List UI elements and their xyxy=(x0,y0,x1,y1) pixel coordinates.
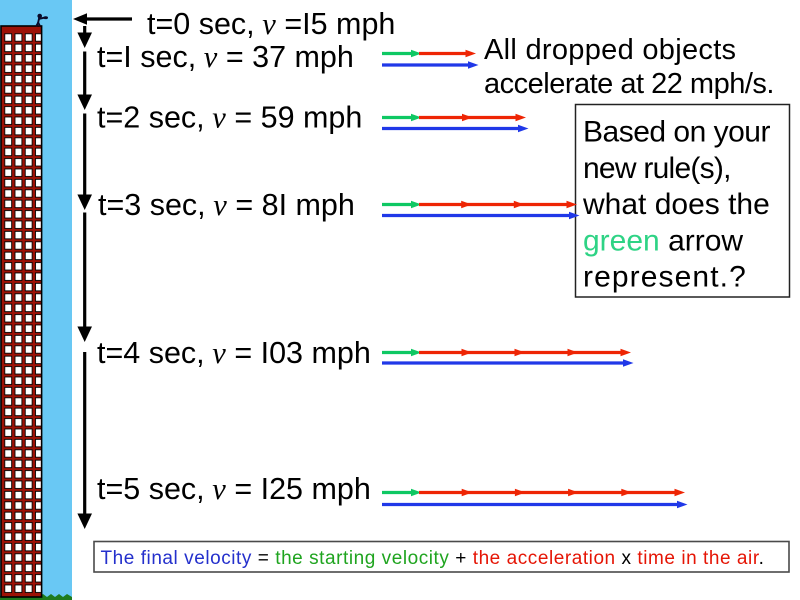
svg-text:represent.?: represent.? xyxy=(583,261,747,294)
svg-text:Based on your: Based on your xyxy=(583,116,770,149)
svg-text:t=5 sec, v = I25 mph: t=5 sec, v = I25 mph xyxy=(97,472,371,506)
svg-text:t=2 sec, v = 59 mph: t=2 sec, v = 59 mph xyxy=(97,101,362,135)
svg-text:what does the: what does the xyxy=(582,188,770,221)
svg-text:t=3 sec, v = 8I mph: t=3 sec, v = 8I mph xyxy=(98,188,355,222)
svg-text:t=I sec, v = 37 mph: t=I sec, v = 37 mph xyxy=(97,40,354,74)
svg-text:t=0 sec, v =I5 mph: t=0 sec, v =I5 mph xyxy=(147,7,395,41)
svg-text:accelerate at 22 mph/s.: accelerate at 22 mph/s. xyxy=(484,68,774,100)
svg-text:The final velocity = the start: The final velocity = the starting veloci… xyxy=(101,548,765,569)
svg-text:green arrow: green arrow xyxy=(583,224,743,257)
svg-text:All dropped objects: All dropped objects xyxy=(484,34,736,66)
svg-text:t=4 sec, v = I03 mph: t=4 sec, v = I03 mph xyxy=(97,336,371,370)
svg-text:new rule(s),: new rule(s), xyxy=(583,152,731,185)
